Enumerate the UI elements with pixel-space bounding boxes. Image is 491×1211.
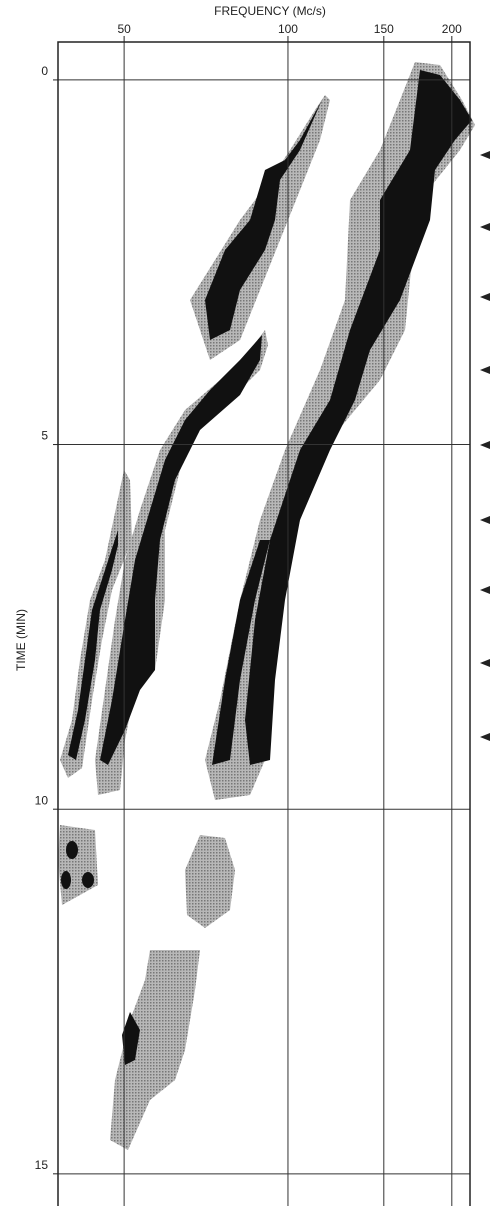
x-tick-label: 100 [278,22,298,36]
grey-region [110,950,200,1150]
marker [480,293,490,301]
black-region [66,841,78,859]
black-region [82,872,94,888]
y-tick-label: 15 [35,1158,49,1172]
grey-region [185,835,235,928]
y-axis-label: TIME (MIN) [14,609,28,671]
y-tick-label: 10 [35,793,49,807]
x-tick-label: 150 [374,22,394,36]
time-markers [480,151,490,741]
marker [480,733,490,741]
marker [480,151,490,159]
black-region [212,540,270,765]
contours [58,62,475,1150]
marker [480,441,490,449]
x-axis-label: FREQUENCY (Mc/s) [214,4,326,18]
plot-frame [57,41,471,1211]
black-region [61,871,71,889]
black-region [122,1012,140,1065]
marker [480,223,490,231]
black-region [205,100,322,340]
black-region [100,335,262,765]
marker [480,366,490,374]
black-region [245,70,472,765]
x-tick-label: 50 [117,22,131,36]
y-tick-label: 0 [41,64,48,78]
grey-region [58,825,98,905]
marker [480,516,490,524]
marker [480,659,490,667]
y-tick-label: 5 [41,429,48,443]
marker [480,586,490,594]
black-region [68,530,118,760]
x-tick-label: 200 [442,22,462,36]
